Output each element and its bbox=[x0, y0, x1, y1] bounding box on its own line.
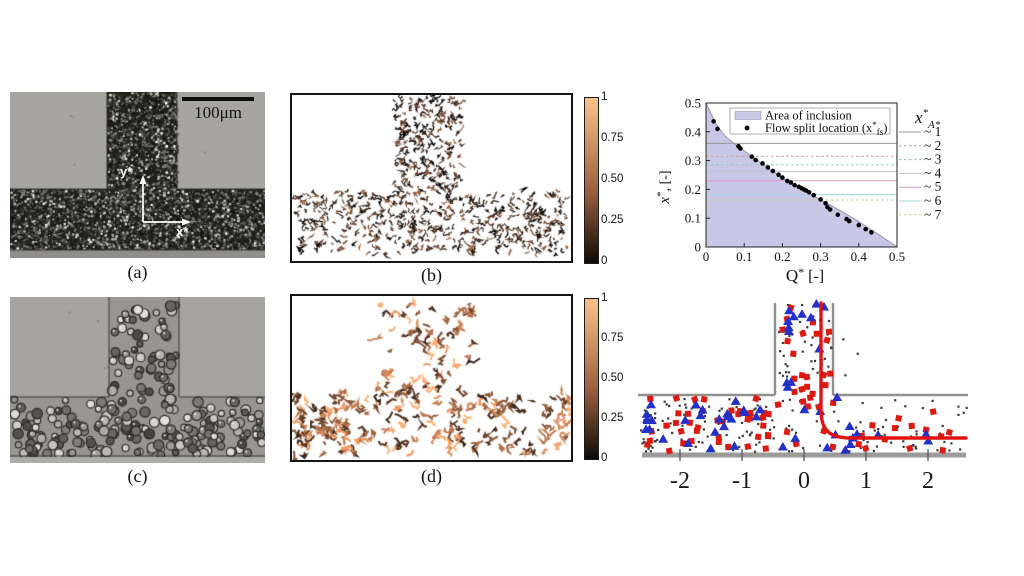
tjunction-particle-plot: -2 -1 0 1 2 bbox=[638, 299, 968, 494]
y-tick-label: 0.4 bbox=[685, 124, 702, 139]
x-axis-arrow-label: x* bbox=[176, 224, 189, 239]
y-tick-label: 0.5 bbox=[685, 96, 701, 111]
colorbar-d bbox=[584, 298, 599, 460]
micrograph-a-image bbox=[10, 92, 265, 258]
y-tick-label: 0 bbox=[695, 240, 702, 255]
colorbar-d-tick: 0.75 bbox=[601, 332, 624, 344]
flow-split-chart: 0 0.1 0.2 0.3 0.4 0.5 0 0.1 0.2 0.3 0.4 0.5 Q* [-] x*… bbox=[655, 96, 942, 286]
panel-b-track-plot bbox=[290, 93, 573, 263]
reference-legend-label: ~ 5 bbox=[924, 179, 942, 194]
colorbar-b bbox=[584, 97, 599, 264]
legend-area-swatch bbox=[734, 111, 762, 120]
y-tick-label: 0.1 bbox=[685, 211, 701, 226]
x-tick-label: 0.1 bbox=[736, 249, 752, 264]
colorbar-d-tick: 0.25 bbox=[601, 412, 624, 424]
track-plot-d-image bbox=[292, 296, 571, 460]
x-tick-label: 0.2 bbox=[774, 249, 790, 264]
caption-d: (d) bbox=[421, 466, 442, 486]
reference-legend-label: ~ 4 bbox=[924, 165, 942, 180]
y-axis-label: x*, [-] bbox=[655, 170, 673, 204]
reference-legend-label: ~ 1 bbox=[924, 124, 941, 139]
scale-bar-label: 100μm bbox=[194, 103, 242, 122]
colorbar-b-tick: 0.50 bbox=[601, 173, 624, 185]
x-tick-label: -2 bbox=[670, 468, 690, 494]
legend-label-flow-split: Flow split location (x*fs) bbox=[765, 120, 887, 137]
flow-split-points bbox=[711, 119, 874, 235]
caption-c: (c) bbox=[127, 466, 148, 486]
legend-label-area: Area of inclusion bbox=[765, 109, 853, 123]
reference-legend-title: x*A* bbox=[914, 107, 941, 131]
reference-legend-label: ~ 3 bbox=[924, 152, 942, 167]
scale-bar bbox=[182, 97, 254, 101]
x-tick-label: -1 bbox=[732, 468, 752, 494]
colorbar-d-tick: 0.50 bbox=[601, 372, 624, 384]
reference-legend-label: ~ 7 bbox=[924, 207, 942, 222]
colorbar-d-tick: 1 bbox=[601, 292, 608, 304]
caption-b: (b) bbox=[421, 265, 442, 285]
y-tick-label: 0.3 bbox=[685, 153, 701, 168]
panel-c-micrograph bbox=[10, 297, 265, 463]
colorbar-d-tick: 0 bbox=[601, 452, 608, 464]
colorbar-b-tick: 0.25 bbox=[601, 214, 624, 226]
area-of-inclusion bbox=[706, 103, 897, 247]
panel-a-micrograph: 100μm y* x* bbox=[10, 92, 265, 258]
micrograph-c-image bbox=[10, 297, 265, 463]
reference-legend-label: ~ 2 bbox=[924, 138, 941, 153]
x-tick-label: 0.5 bbox=[889, 249, 905, 264]
x-tick-label: 0 bbox=[703, 249, 710, 264]
caption-a: (a) bbox=[127, 262, 148, 282]
x-tick-label: 1 bbox=[860, 468, 872, 494]
track-plot-b-image bbox=[292, 95, 571, 261]
colorbar-b-tick: 1 bbox=[601, 91, 608, 103]
y-tick-label: 0.2 bbox=[685, 182, 701, 197]
plot-box bbox=[705, 102, 898, 248]
coordinate-axes-arrows bbox=[139, 175, 191, 226]
x-axis-label: Q* [-] bbox=[786, 265, 824, 285]
x-tick-label: 0.4 bbox=[851, 249, 868, 264]
x-tick-label: 0.3 bbox=[812, 249, 828, 264]
reference-legend-label: ~ 6 bbox=[924, 193, 942, 208]
colorbar-b-tick: 0 bbox=[601, 255, 608, 267]
x-tick-label: 2 bbox=[922, 468, 934, 494]
panel-d-track-plot bbox=[290, 294, 573, 462]
colorbar-b-tick: 0.75 bbox=[601, 132, 624, 144]
x-tick-label: 0 bbox=[798, 468, 810, 494]
red-square-particles bbox=[644, 303, 954, 455]
flow-split-streamline bbox=[819, 301, 968, 440]
y-axis-arrow-label: y* bbox=[120, 164, 133, 179]
legend-dot-swatch bbox=[744, 125, 750, 131]
